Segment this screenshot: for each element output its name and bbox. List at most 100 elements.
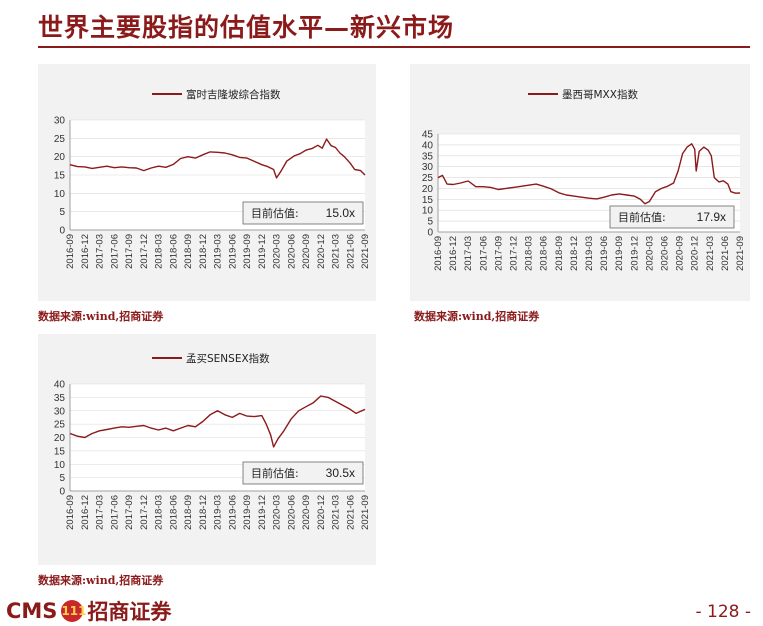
mxx-x-tick-label: 2020-06 [660,236,671,271]
klci-y-tick-label: 5 [59,207,65,218]
klci-x-tick-label: 2021-03 [331,234,342,269]
mxx-x-tick-label: 2019-06 [599,236,610,271]
klci-x-tick-label: 2020-09 [301,234,312,269]
sensex-x-tick-label: 2021-03 [331,495,342,530]
title-rule [38,46,750,48]
mxx-x-tick-label: 2021-06 [720,236,731,271]
klci-x-tick-label: 2021-09 [360,234,371,269]
sensex-x-tick-label: 2017-09 [124,495,135,530]
sensex-x-tick-label: 2016-12 [80,495,91,530]
mxx-annotation-value: 17.9x [697,210,726,224]
sensex-x-tick-label: 2020-12 [316,495,327,530]
chart-panel-klci: 0 5 10 15 20 25 30 2016-09 2016-12 2017-03 2017-06… [38,64,376,301]
sensex-x-tick-label: 2019-06 [227,495,238,530]
mxx-y-tick-label: 40 [422,140,434,151]
chart-panel-mxx: 0 5 10 15 20 25 30 35 40 45 2016-09 2016-12 2017-03 2… [410,64,750,301]
mxx-x-tick-label: 2019-03 [584,236,595,271]
sensex-x-tick-label: 2019-12 [257,495,268,530]
logo-cn: 招商证券 [87,599,172,624]
sensex-y-tick-label: 35 [54,393,66,404]
mxx-x-tick-label: 2016-09 [433,236,444,271]
klci-x-tick-label: 2019-06 [227,234,238,269]
klci-x-tick-label: 2018-03 [154,234,165,269]
sensex-x-tick-label: 2017-12 [139,495,150,530]
mxx-y-tick-label: 35 [422,151,434,162]
sensex-annotation-box [242,461,364,485]
klci-x-tick-label: 2018-12 [198,234,209,269]
sensex-annotation-value: 30.5x [326,466,355,480]
klci-y-tick-label: 10 [54,189,66,200]
sensex-legend-label: 孟买SENSEX指数 [186,352,270,365]
mxx-series-line [437,143,741,205]
klci-x-tick-label: 2017-12 [139,234,150,269]
source-note-mxx: 数据来源:wind,招商证券 [414,310,540,323]
mxx-x-tick-label: 2018-06 [539,236,550,271]
mxx-x-tick-label: 2019-09 [614,236,625,271]
mxx-y-tick-label: 0 [427,228,433,239]
klci-x-tick-label: 2018-06 [168,234,179,269]
mxx-x-tick-label: 2017-06 [478,236,489,271]
sensex-x-tick-label: 2016-09 [65,495,76,530]
sensex-x-tick-label: 2017-06 [109,495,120,530]
klci-x-tick-label: 2016-09 [65,234,76,269]
sensex-x-tick-label: 2018-06 [168,495,179,530]
mxx-legend-label: 墨西哥MXX指数 [562,88,638,101]
sensex-x-tick-label: 2018-09 [183,495,194,530]
source-note-klci: 数据来源:wind,招商证券 [38,310,164,323]
sensex-x-tick-label: 2019-09 [242,495,253,530]
sensex-x-tick-label: 2020-06 [286,495,297,530]
mxx-x-tick-label: 2020-12 [690,236,701,271]
mxx-y-tick-label: 15 [422,195,434,206]
mxx-y-tick-label: 5 [427,217,433,228]
sensex-y-tick-label: 25 [54,420,66,431]
klci-x-tick-label: 2017-06 [109,234,120,269]
mxx-x-tick-label: 2018-12 [569,236,580,271]
sensex-y-tick-label: 5 [59,473,65,484]
sensex-annotation-label: 目前估值: [251,466,299,480]
sensex-y-tick-label: 0 [59,487,65,498]
klci-legend-label: 富时吉隆坡综合指数 [186,88,281,101]
sensex-x-tick-label: 2021-06 [345,495,356,530]
klci-annotation-value: 15.0x [326,206,355,220]
klci-x-tick-label: 2020-12 [316,234,327,269]
sensex-y-tick-label: 30 [54,406,66,417]
sensex-y-tick-label: 15 [54,446,66,457]
sensex-y-tick-label: 20 [54,433,66,444]
klci-x-tick-label: 2017-03 [95,234,106,269]
mxx-x-tick-label: 2018-03 [524,236,535,271]
klci-x-tick-label: 2019-09 [242,234,253,269]
klci-x-tick-label: 2016-12 [80,234,91,269]
page-number: - 128 - [695,602,751,622]
sensex-y-tick-label: 10 [54,460,66,471]
klci-y-tick-label: 15 [54,171,66,182]
klci-x-tick-label: 2020-03 [272,234,283,269]
mxx-annotation-box [609,205,735,229]
klci-y-tick-label: 25 [54,134,66,145]
mxx-x-tick-label: 2017-09 [493,236,504,271]
mxx-x-tick-label: 2017-03 [463,236,474,271]
logo-mark-icon: 111 [61,600,87,622]
mxx-y-tick-label: 45 [422,130,434,141]
mxx-y-tick-label: 10 [422,206,434,217]
logo-latin: CMS [6,599,58,623]
mxx-annotation-label: 目前估值: [618,210,666,224]
klci-x-tick-label: 2019-03 [213,234,224,269]
klci-y-tick-label: 20 [54,152,66,163]
sensex-y-tick-label: 40 [54,380,66,391]
mxx-y-tick-label: 30 [422,162,434,173]
sensex-x-tick-label: 2020-03 [272,495,283,530]
sensex-x-tick-label: 2017-03 [95,495,106,530]
sensex-x-tick-label: 2021-09 [360,495,371,530]
klci-y-tick-label: 0 [59,226,65,237]
klci-x-tick-label: 2019-12 [257,234,268,269]
mxx-x-tick-label: 2018-09 [554,236,565,271]
sensex-x-tick-label: 2018-12 [198,495,209,530]
klci-y-tick-label: 30 [54,116,66,127]
mxx-x-tick-label: 2019-12 [629,236,640,271]
mxx-x-tick-label: 2017-12 [509,236,520,271]
klci-x-tick-label: 2020-06 [286,234,297,269]
klci-annotation-label: 目前估值: [251,206,299,220]
klci-x-tick-label: 2018-09 [183,234,194,269]
mxx-y-tick-label: 20 [422,184,434,195]
